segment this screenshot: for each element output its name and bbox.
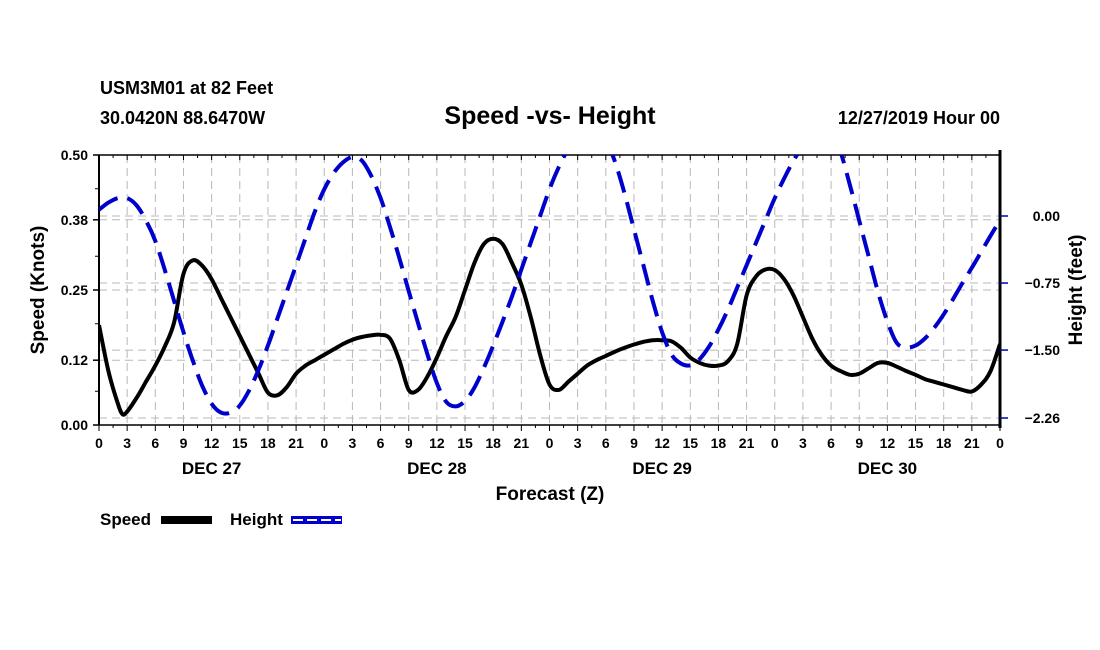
station-label: USM3M01 at 82 Feet — [100, 78, 273, 98]
right-y-axis-label: Height (feet) — [1066, 235, 1087, 346]
axis-ticks: 0 3 6 9 12 15 18 21 0 3 6 9 12 15 18 21 0 3 6 9 12 15 18 21 0 3 6 9… — [61, 147, 1060, 478]
day-label: DEC 29 — [632, 459, 692, 478]
x-tick-label: 18 — [485, 435, 501, 451]
x-tick-label: 3 — [574, 435, 582, 451]
day-label: DEC 27 — [182, 459, 242, 478]
x-tick-label: 3 — [123, 435, 131, 451]
x-tick-label: 15 — [908, 435, 924, 451]
x-tick-label: 12 — [654, 435, 670, 451]
y2-tick-label: −1.50 — [1025, 342, 1061, 358]
x-tick-label: 9 — [405, 435, 413, 451]
x-tick-label: 3 — [349, 435, 357, 451]
y-tick-label: 0.00 — [61, 417, 88, 433]
legend: Speed Height — [100, 510, 342, 529]
x-tick-label: 21 — [514, 435, 530, 451]
chart-title: Speed -vs- Height — [444, 102, 656, 130]
y2-tick-label: −0.75 — [1025, 275, 1061, 291]
series-lines — [99, 155, 1000, 417]
x-tick-label: 0 — [546, 435, 554, 451]
x-tick-label: 21 — [964, 435, 980, 451]
x-tick-label: 21 — [739, 435, 755, 451]
x-tick-label: 18 — [260, 435, 276, 451]
legend-speed-swatch — [161, 516, 212, 524]
x-tick-label: 0 — [95, 435, 103, 451]
x-tick-label: 6 — [151, 435, 159, 451]
y-tick-label: 0.38 — [61, 212, 88, 228]
x-tick-label: 12 — [204, 435, 220, 451]
x-tick-label: 12 — [429, 435, 445, 451]
x-tick-label: 3 — [799, 435, 807, 451]
x-tick-label: 0 — [320, 435, 328, 451]
left-y-axis-label: Speed (Knots) — [28, 226, 49, 355]
x-tick-label: 18 — [711, 435, 727, 451]
legend-height-label: Height — [230, 510, 283, 529]
coords-label: 30.0420N 88.6470W — [100, 108, 265, 128]
x-tick-label: 21 — [288, 435, 304, 451]
day-label: DEC 30 — [858, 459, 918, 478]
x-tick-label: 15 — [232, 435, 248, 451]
x-tick-label: 15 — [457, 435, 473, 451]
x-tick-label: 6 — [377, 435, 385, 451]
x-tick-label: 6 — [827, 435, 835, 451]
x-tick-label: 15 — [682, 435, 698, 451]
legend-speed-label: Speed — [100, 510, 151, 529]
x-tick-label: 9 — [855, 435, 863, 451]
x-tick-label: 18 — [936, 435, 952, 451]
x-axis-label: Forecast (Z) — [496, 484, 605, 505]
x-tick-label: 0 — [996, 435, 1004, 451]
height-series-line — [99, 155, 1000, 416]
x-tick-label: 6 — [602, 435, 610, 451]
y-tick-label: 0.12 — [61, 352, 88, 368]
y2-tick-label: 0.00 — [1033, 208, 1060, 224]
speed-series-line — [99, 236, 1000, 417]
x-tick-label: 9 — [180, 435, 188, 451]
x-tick-label: 12 — [880, 435, 896, 451]
y2-tick-label: −2.26 — [1025, 410, 1061, 426]
y-tick-label: 0.25 — [61, 282, 88, 298]
x-tick-label: 0 — [771, 435, 779, 451]
y-tick-label: 0.50 — [61, 147, 88, 163]
x-tick-label: 9 — [630, 435, 638, 451]
datetime-label: 12/27/2019 Hour 00 — [838, 108, 1000, 128]
day-label: DEC 28 — [407, 459, 467, 478]
